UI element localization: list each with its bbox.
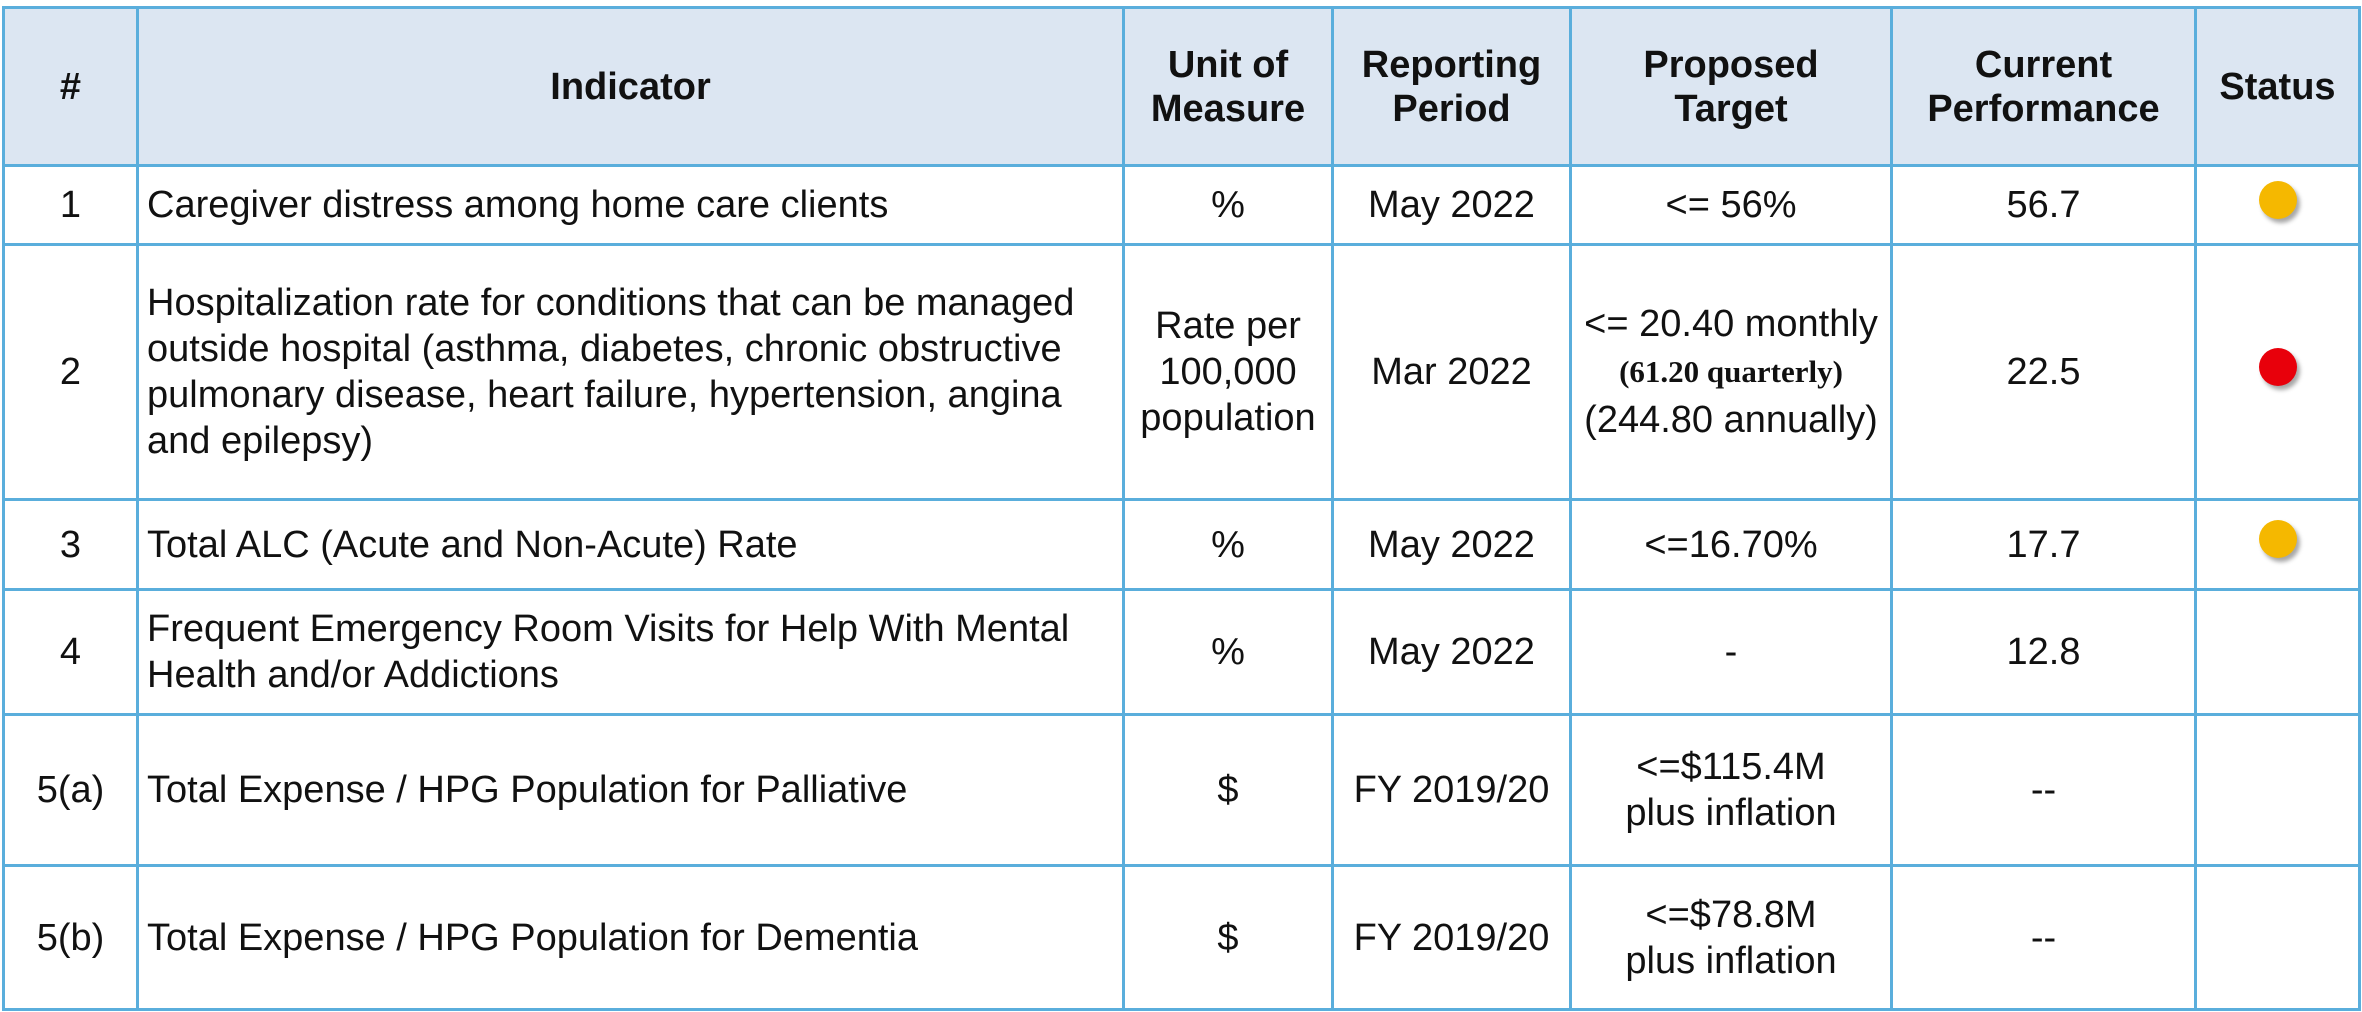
header-text: Unit of bbox=[1167, 43, 1289, 86]
target-text: <=16.70% bbox=[1644, 523, 1818, 566]
row-number: 3 bbox=[2, 498, 139, 591]
current: -- bbox=[1890, 713, 2197, 867]
header-cell: Unit of Measure bbox=[1122, 6, 1334, 167]
unit-text: $ bbox=[1217, 916, 1239, 959]
target-text: plus inflation bbox=[1625, 939, 1837, 982]
header-text: Current bbox=[1974, 43, 2113, 86]
header-text: Target bbox=[1674, 87, 1788, 130]
row-number: 5(b) bbox=[2, 864, 139, 1011]
target: <=16.70% bbox=[1569, 498, 1893, 591]
target-text: (244.80 annually) bbox=[1584, 399, 1878, 441]
header-text: Period bbox=[1392, 87, 1511, 130]
period: FY 2019/20 bbox=[1331, 864, 1572, 1011]
indicator-table: # Indicator Unit of Measure Reporting Period P… bbox=[2, 6, 2361, 1011]
unit: % bbox=[1122, 498, 1334, 591]
target-text: plus inflation bbox=[1625, 792, 1837, 834]
target-text: <=$78.8M bbox=[1645, 893, 1817, 936]
header-cell: Status bbox=[2194, 6, 2361, 167]
current: 12.8 bbox=[1890, 588, 2197, 716]
unit: $ bbox=[1122, 713, 1334, 867]
table-row: 4 Frequent Emergency Room Visits for Help… bbox=[2, 588, 2361, 716]
table-row: 2 Hospitalization rate for conditions tha… bbox=[2, 243, 2361, 501]
header-cell: # bbox=[2, 6, 139, 167]
current: 56.7 bbox=[1890, 164, 2197, 246]
header-text: Status bbox=[2219, 65, 2336, 108]
period: FY 2019/20 bbox=[1331, 713, 1572, 867]
period: May 2022 bbox=[1331, 588, 1572, 716]
row-number: 4 bbox=[2, 588, 139, 716]
unit-text: population bbox=[1140, 397, 1316, 439]
target: <= 20.40 monthly (61.20 quarterly) (244.80… bbox=[1569, 243, 1893, 501]
indicator: Total Expense / HPG Population for Demen… bbox=[136, 864, 1125, 1011]
target-text: - bbox=[1724, 631, 1738, 673]
status-dot bbox=[2258, 347, 2297, 386]
header-text: Indicator bbox=[550, 65, 711, 108]
header-cell: Current Performance bbox=[1890, 6, 2197, 167]
status-dot bbox=[2258, 180, 2297, 219]
unit: $ bbox=[1122, 864, 1334, 1011]
current: -- bbox=[1890, 864, 2197, 1011]
unit-text: % bbox=[1211, 523, 1245, 566]
target-text: <=$115.4M bbox=[1636, 746, 1826, 788]
status bbox=[2194, 864, 2361, 1011]
target-text: (61.20 quarterly) bbox=[1619, 354, 1843, 389]
period: Mar 2022 bbox=[1331, 243, 1572, 501]
table-row: 1 Caregiver distress among home care clie… bbox=[2, 164, 2361, 246]
target: <=$115.4M plus inflation bbox=[1569, 713, 1893, 867]
header-text: # bbox=[59, 65, 82, 108]
header-text: Measure bbox=[1150, 87, 1306, 130]
table-row: 3 Total ALC (Acute and Non-Acute) Rate% Ma… bbox=[2, 498, 2361, 591]
unit: % bbox=[1122, 588, 1334, 716]
table-row: 5(a) Total Expense / HPG Population for P… bbox=[2, 713, 2361, 867]
indicator: Total ALC (Acute and Non-Acute) Rate bbox=[136, 498, 1125, 591]
unit-text: % bbox=[1211, 631, 1245, 673]
target-text: <= 20.40 monthly bbox=[1584, 303, 1878, 345]
row-number: 5(a) bbox=[2, 713, 139, 867]
indicator: Frequent Emergency Room Visits for Help … bbox=[136, 588, 1125, 716]
status-dot bbox=[2258, 520, 2297, 558]
header-text: Performance bbox=[1927, 87, 2160, 130]
row-number: 1 bbox=[2, 164, 139, 246]
unit-text: $ bbox=[1217, 769, 1239, 811]
unit-text: 100,000 bbox=[1159, 351, 1297, 393]
table-body: 1 Caregiver distress among home care clie… bbox=[2, 164, 2361, 1011]
table-row: 5(b) Total Expense / HPG Population for D… bbox=[2, 864, 2361, 1011]
status bbox=[2194, 588, 2361, 716]
unit-text: % bbox=[1211, 184, 1245, 226]
header-row: # Indicator Unit of Measure Reporting Period P… bbox=[2, 6, 2361, 167]
header-cell: Indicator bbox=[136, 6, 1125, 167]
unit: % bbox=[1122, 164, 1334, 246]
period: May 2022 bbox=[1331, 164, 1572, 246]
target-text: <= 56% bbox=[1665, 184, 1797, 226]
indicator: Hospitalization rate for conditions that… bbox=[136, 243, 1125, 501]
current: 22.5 bbox=[1890, 243, 2197, 501]
header-cell: Proposed Target bbox=[1569, 6, 1893, 167]
indicator: Total Expense / HPG Population for Palli… bbox=[136, 713, 1125, 867]
row-number: 2 bbox=[2, 243, 139, 501]
status bbox=[2194, 243, 2361, 501]
current: 17.7 bbox=[1890, 498, 2197, 591]
status bbox=[2194, 498, 2361, 591]
target: <= 56% bbox=[1569, 164, 1893, 246]
status bbox=[2194, 713, 2361, 867]
unit: Rate per 100,000 population bbox=[1122, 243, 1334, 501]
period: May 2022 bbox=[1331, 498, 1572, 591]
header-text: Reporting bbox=[1361, 43, 1542, 86]
unit-text: Rate per bbox=[1155, 305, 1301, 347]
indicator: Caregiver distress among home care clien… bbox=[136, 164, 1125, 246]
target: - bbox=[1569, 588, 1893, 716]
target: <=$78.8M plus inflation bbox=[1569, 864, 1893, 1011]
header-text: Proposed bbox=[1643, 43, 1819, 86]
header-cell: Reporting Period bbox=[1331, 6, 1572, 167]
status bbox=[2194, 164, 2361, 246]
